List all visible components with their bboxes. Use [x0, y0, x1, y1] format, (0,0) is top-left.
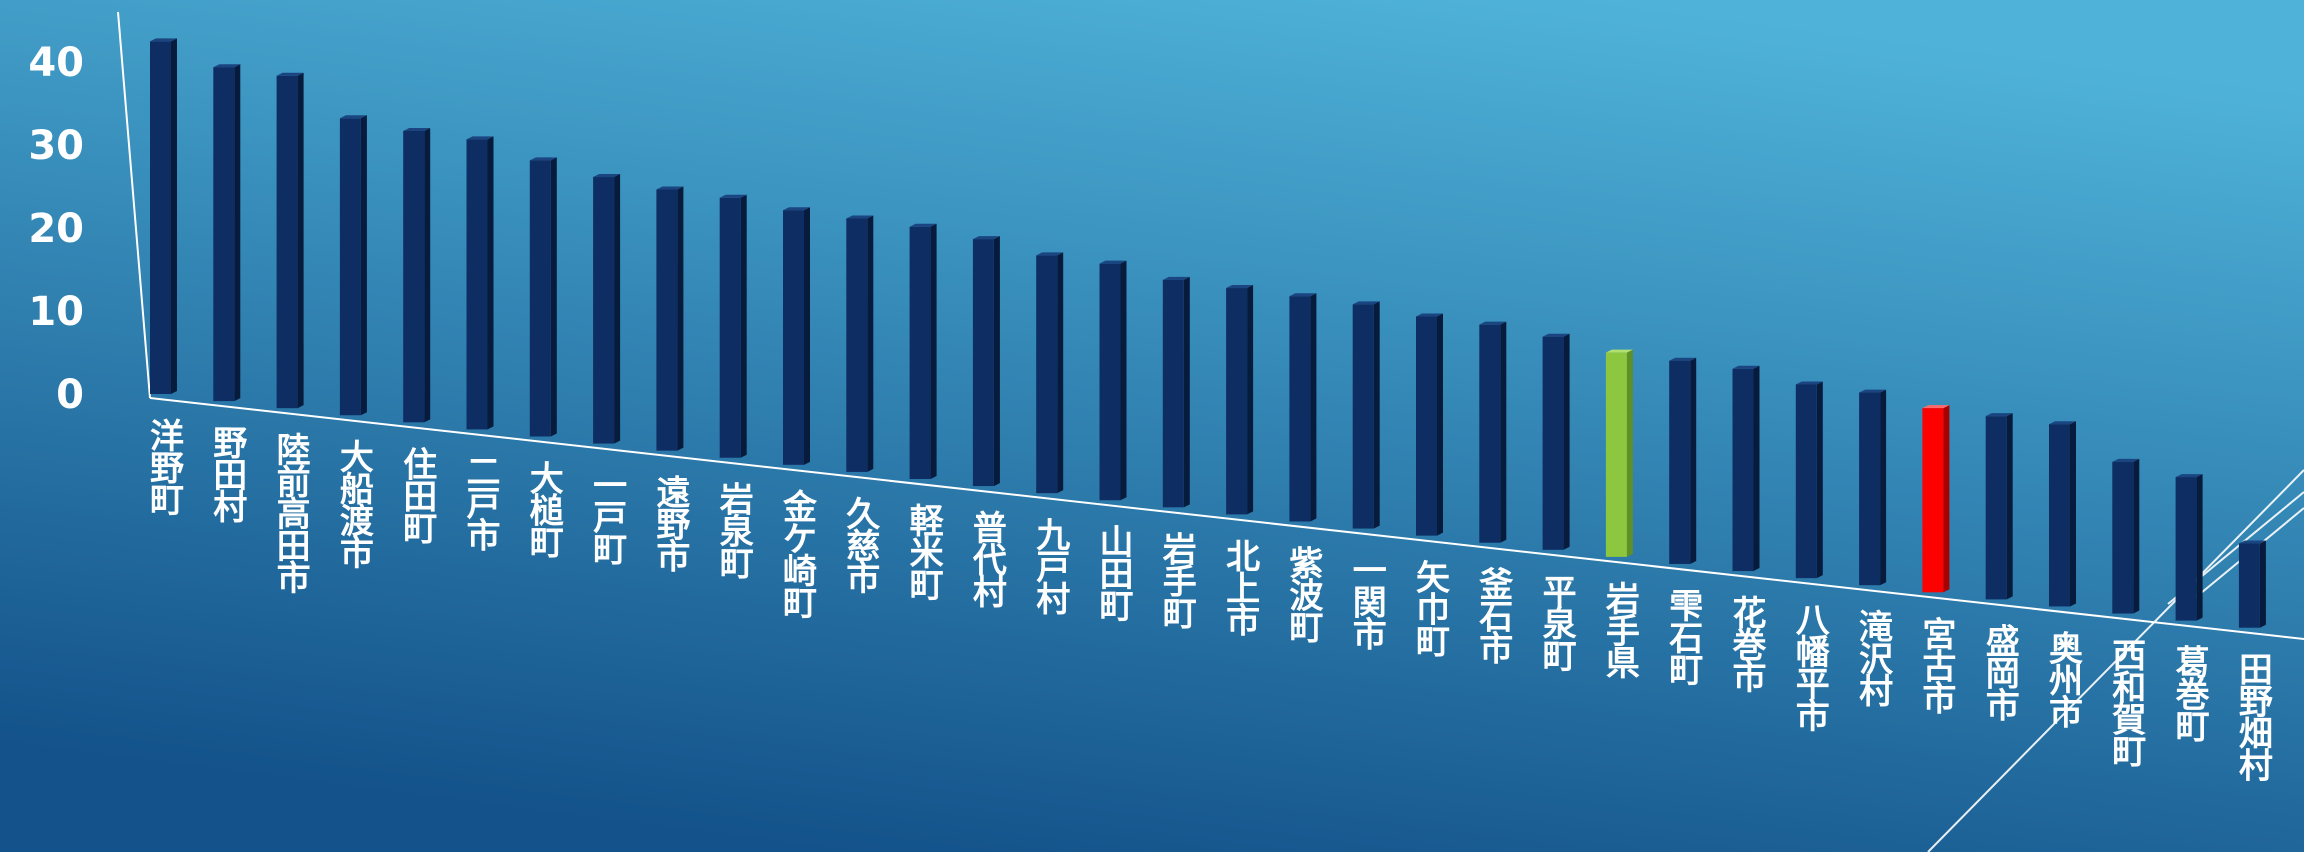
- bar: [656, 186, 684, 451]
- bar: [1352, 301, 1380, 529]
- x-tick-label: 野田村: [213, 424, 247, 528]
- x-tick-label: 西和賀町: [2112, 637, 2146, 773]
- bar: [2238, 540, 2266, 628]
- x-tick-label: 葛巻町: [2176, 644, 2210, 748]
- y-tick-label: 20: [28, 206, 84, 252]
- x-tick-label: 岩手県: [1605, 580, 1640, 684]
- x-tick-label: 大槌町: [530, 459, 564, 563]
- bar: [1289, 293, 1317, 522]
- x-tick-label: 岩泉町: [719, 481, 754, 585]
- x-tick-label: 平泉町: [1543, 573, 1577, 677]
- x-tick-label: 一関市: [1353, 552, 1387, 656]
- bar: [719, 194, 747, 458]
- bar: [783, 207, 810, 465]
- bar: [1542, 333, 1570, 550]
- x-tick-label: 八幡平市: [1796, 601, 1831, 737]
- y-tick-label: 30: [28, 123, 84, 169]
- y-tick-label: 0: [56, 372, 84, 418]
- x-tick-label: 久慈市: [846, 495, 880, 599]
- x-tick-label: 紫波町: [1289, 544, 1323, 648]
- bar: [403, 127, 431, 423]
- bar: [1479, 321, 1507, 543]
- x-tick-label: 二戸市: [467, 452, 501, 556]
- x-tick-label: 軽米町: [910, 502, 945, 606]
- y-axis-line: [117, 11, 151, 399]
- bar: [593, 174, 621, 444]
- y-axis-ticks: 0 10 20 30 40: [28, 40, 84, 418]
- x-tick-label: 宮古市: [1922, 615, 1956, 719]
- x-tick-label: 釜石市: [1478, 566, 1513, 670]
- x-tick-label: 住田町: [403, 445, 437, 549]
- bar: [1036, 252, 1064, 494]
- bar: [846, 215, 874, 472]
- x-axis-labels: 洋野町野田村陸前高田市大船渡市住田町二戸市大槌町一戸町遠野市岩泉町金ケ崎町久慈市…: [150, 417, 2273, 787]
- bar: [972, 236, 1000, 487]
- x-tick-label: 一戸町: [593, 467, 627, 571]
- bar: [1605, 349, 1633, 557]
- bar: [2175, 474, 2203, 621]
- bar: [1669, 357, 1697, 564]
- bar: [466, 136, 494, 430]
- x-tick-label: 岩手町: [1162, 530, 1197, 634]
- x-tick-label: 盛岡市: [1986, 622, 2020, 726]
- x-tick-label: 洋野町: [150, 417, 184, 521]
- bar: [529, 157, 557, 437]
- x-tick-label: 陸前高田市: [277, 431, 311, 599]
- bar: [2112, 458, 2140, 614]
- chart-axes: [117, 11, 2304, 640]
- bar: [1226, 285, 1254, 515]
- y-tick-label: 10: [28, 289, 84, 335]
- x-tick-label: 花巻市: [1733, 594, 1767, 698]
- bar: [213, 64, 241, 402]
- bar: [1162, 276, 1190, 508]
- x-tick-label: 山田町: [1100, 523, 1134, 627]
- bar: [1099, 260, 1127, 501]
- bar: [339, 115, 367, 416]
- x-tick-label: 田野畑村: [2239, 651, 2273, 787]
- bar: [1732, 365, 1760, 572]
- x-tick-label: 滝沢村: [1859, 608, 1894, 712]
- x-tick-label: 遠野市: [656, 474, 690, 578]
- x-tick-label: 普代村: [972, 509, 1007, 613]
- x-tick-label: 大船渡市: [340, 438, 374, 574]
- bar: [1795, 381, 1823, 579]
- y-tick-label: 40: [28, 40, 84, 86]
- x-axis-line: [149, 397, 2304, 640]
- bar: [1922, 405, 1950, 593]
- bar: [1859, 389, 1887, 586]
- x-tick-label: 金ケ崎町: [782, 488, 818, 624]
- bar: [276, 72, 304, 409]
- x-tick-label: 矢巾町: [1416, 559, 1450, 663]
- x-tick-label: 雫石町: [1668, 587, 1703, 691]
- bar: [150, 38, 177, 395]
- bar-series: [150, 38, 2266, 628]
- bar: [1416, 313, 1443, 536]
- x-tick-label: 北上市: [1226, 537, 1260, 641]
- bar: [1985, 413, 2013, 600]
- x-tick-label: 九戸村: [1036, 516, 1070, 620]
- bar: [2049, 421, 2076, 607]
- bar: [909, 223, 937, 479]
- x-tick-label: 奥州市: [2049, 629, 2083, 733]
